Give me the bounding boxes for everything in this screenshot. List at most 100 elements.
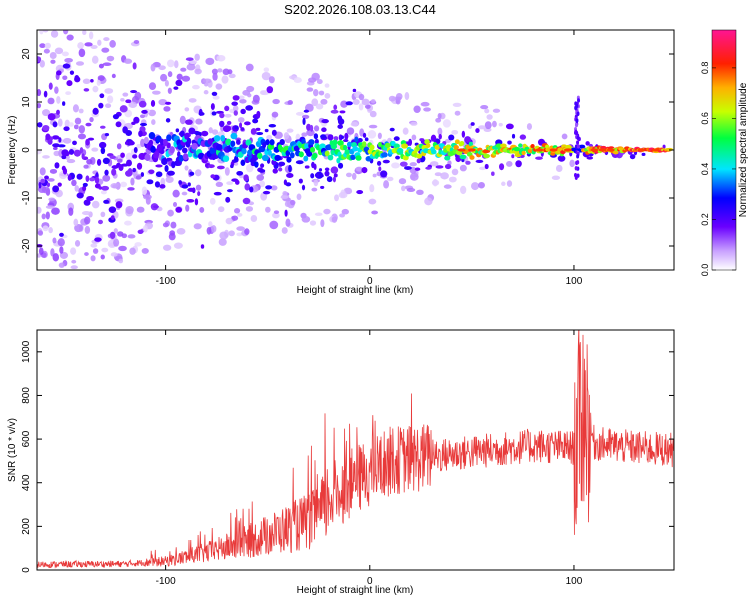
spectrogram-blob	[197, 191, 201, 197]
spectrogram-blob	[54, 47, 64, 55]
spectrogram-blob	[188, 127, 196, 135]
spectrogram-ridge-blob	[355, 155, 362, 161]
spectrogram-blob	[59, 246, 64, 254]
spectrogram-blob	[313, 179, 319, 187]
spectrogram-peak-blob	[549, 148, 558, 152]
spectrogram-blob	[82, 78, 91, 84]
spectrogram-ridge-blob	[162, 138, 168, 146]
spectrogram-blob	[435, 165, 444, 169]
spectrogram-blob	[361, 166, 368, 174]
spectrogram-ridge-blob	[332, 139, 338, 146]
spectrogram-blob	[289, 199, 296, 206]
spectrogram-blob	[130, 177, 135, 186]
spectrogram-blob	[133, 40, 140, 44]
spectrogram-blob	[103, 199, 110, 204]
spectrogram-peak-blob	[535, 148, 544, 152]
spectrogram-blob	[85, 138, 90, 146]
snr-ylabel: SNR (10 * v/v)	[7, 418, 18, 482]
spectrogram-blob	[52, 253, 60, 262]
spectrogram-blob	[78, 48, 86, 58]
colorbar-tick-label: 0.8	[700, 62, 710, 75]
spectrogram-blob	[404, 92, 410, 101]
spectrogram-blob	[293, 77, 302, 84]
spectrogram-blob	[406, 187, 416, 192]
spectrogram-blob	[368, 198, 377, 205]
spectrogram-blob	[122, 126, 128, 134]
spectrogram-ylabel: Frequency (Hz)	[7, 116, 18, 185]
spectrogram-blob	[368, 124, 378, 129]
spectrogram-blob	[199, 207, 205, 213]
spectrogram-blob	[234, 208, 241, 214]
spectrogram-blob	[128, 140, 135, 146]
spectrogram-blob	[249, 186, 254, 193]
spectrogram-blob	[215, 83, 223, 90]
spectrogram-blob	[120, 152, 125, 158]
spectrogram-blob	[68, 148, 75, 155]
spectrogram-blob	[173, 242, 183, 249]
spectrogram-ridge-blob	[500, 143, 507, 148]
spectrogram-blob	[173, 86, 179, 90]
spectrogram-blob	[235, 179, 240, 185]
spectrogram-blob	[179, 115, 186, 125]
spectrogram-blob	[66, 80, 73, 87]
spectrogram-blob	[395, 155, 400, 160]
spectrogram-blob	[146, 179, 154, 185]
spectrogram-blob	[244, 228, 250, 236]
spectrogram-blob	[211, 111, 217, 116]
spectrogram-blob	[333, 104, 338, 110]
spectrogram-ridge-blob	[530, 144, 535, 149]
spectrogram-blob	[284, 209, 288, 217]
spectrogram-ridge-blob	[169, 146, 175, 154]
spectrogram-blob	[167, 209, 174, 217]
spectrogram-blob	[70, 247, 77, 255]
spectrogram-blob	[302, 117, 306, 126]
snr-xlabel: Height of straight line (km)	[297, 585, 414, 596]
spectrogram-burst-blob	[576, 160, 580, 165]
spectrogram-blob	[42, 30, 49, 33]
spectrogram-ridge-blob	[434, 144, 440, 150]
spectrogram-burst-blob	[575, 118, 579, 123]
snr-ytick-label: 800	[21, 387, 32, 404]
spectrogram-blob	[461, 130, 466, 138]
spectrogram-blob	[133, 146, 138, 153]
spectrogram-blob	[296, 193, 302, 201]
spectrogram-blob	[259, 180, 266, 188]
spectrogram-blob	[111, 73, 116, 79]
spectrogram-blob	[206, 226, 212, 235]
spectrogram-blob	[311, 98, 319, 107]
spectrogram-blob	[352, 98, 360, 105]
spectrogram-ridge-blob	[468, 141, 473, 147]
spectrogram-blob	[309, 220, 317, 226]
spectrogram-blob	[459, 164, 467, 172]
spectrogram-blob	[425, 166, 432, 170]
spectrogram-blob	[175, 206, 183, 213]
spectrogram-image	[37, 30, 674, 270]
spectrogram-blob	[380, 170, 388, 178]
spectrogram-blob	[37, 206, 42, 214]
spectrogram-blob	[82, 30, 87, 36]
spectrogram-blob	[96, 158, 102, 166]
spectrogram-blob	[70, 265, 78, 270]
spectrogram-blob	[330, 166, 339, 174]
spectrogram-blob	[124, 141, 129, 145]
spectrogram-blob	[526, 123, 533, 131]
spectrogram-ridge-blob	[303, 155, 309, 162]
spectrogram-ridge-blob	[306, 150, 313, 157]
spectrogram-blob	[47, 178, 55, 182]
spectrogram-blob	[109, 155, 116, 160]
spectrogram-peak-blob	[651, 148, 660, 152]
spectrogram-blob	[185, 119, 193, 125]
spectrogram-blob	[210, 225, 217, 233]
spectrogram-blob	[337, 162, 344, 169]
spectrogram-peak-blob	[590, 148, 599, 152]
snr-ytick-label: 400	[21, 474, 32, 491]
spectrogram-blob	[125, 152, 134, 161]
spectrogram-blob	[272, 98, 280, 105]
spectrogram-blob	[247, 93, 252, 98]
spectrogram-burst-blob	[576, 111, 580, 116]
spectrogram-blob	[64, 119, 70, 128]
spectrogram-blob	[344, 132, 349, 140]
spectrogram-blob	[47, 97, 55, 105]
spectrogram-ridge-blob	[220, 134, 226, 142]
spectrogram-blob	[389, 127, 395, 132]
